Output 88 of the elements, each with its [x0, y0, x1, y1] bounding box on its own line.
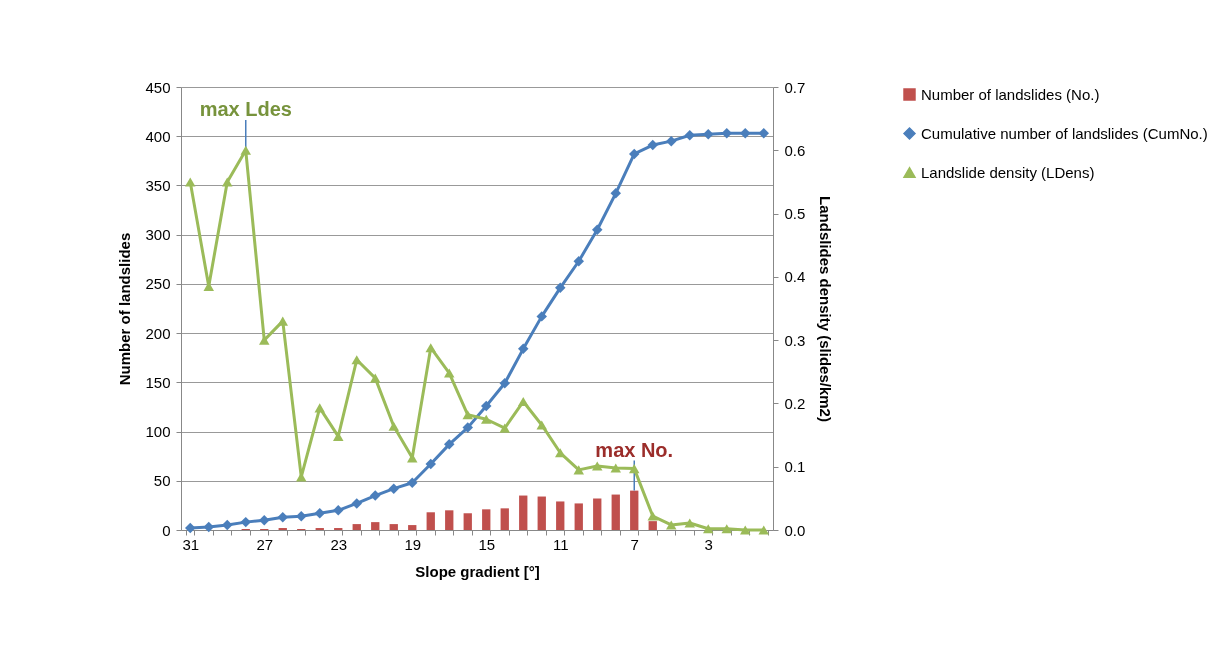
point [425, 343, 436, 353]
point [203, 521, 214, 533]
point [610, 463, 621, 473]
point [592, 224, 603, 235]
annotation: max Ldes [199, 98, 292, 120]
x-tick-label: 27 [256, 535, 274, 553]
legend-label: Cumulative number of landslides (CumNo.) [921, 124, 1208, 142]
point [351, 498, 362, 509]
y-tick-label: 450 [145, 78, 171, 96]
point [721, 128, 732, 139]
point [684, 129, 695, 141]
point [444, 439, 455, 450]
point [296, 510, 307, 522]
point [240, 516, 251, 528]
y-tick-label: 400 [145, 127, 171, 145]
y2-axis-title: Landslides density (slides/km2) [817, 196, 835, 422]
point [536, 311, 547, 322]
point [333, 505, 344, 516]
point [592, 461, 603, 471]
annotation: max No. [595, 438, 674, 461]
point [573, 465, 584, 475]
x-axis-title: Slope gradient [°] [415, 562, 540, 580]
point [370, 490, 381, 501]
y2-tick-label: 0.7 [784, 78, 806, 96]
legend-label: Number of landslides (No.) [921, 85, 1100, 103]
point [425, 458, 436, 470]
y2-tick-label: 0.6 [784, 141, 806, 159]
y2-tick-label: 0.1 [784, 458, 806, 476]
point [573, 256, 584, 267]
point [277, 316, 288, 326]
point [684, 518, 695, 528]
point [610, 188, 621, 199]
point [314, 403, 325, 413]
point [481, 400, 492, 412]
y-tick-label: 200 [145, 324, 171, 342]
y-tick-label: 50 [153, 472, 171, 490]
y-tick-label: 150 [145, 373, 171, 391]
y-tick-label: 0 [162, 521, 171, 539]
point [499, 378, 510, 389]
point [518, 396, 529, 407]
point [277, 511, 288, 523]
y2-tick-label: 0.3 [784, 331, 806, 349]
point [462, 422, 473, 433]
point [462, 410, 473, 420]
point [518, 343, 529, 355]
point [740, 525, 751, 535]
point [629, 148, 640, 160]
y2-tick-label: 0.5 [784, 205, 806, 223]
y-axis-title: Number of landslides [116, 232, 134, 386]
point [388, 483, 399, 494]
y-tick-label: 250 [145, 275, 171, 293]
y-tick-label: 100 [145, 423, 171, 441]
point [758, 525, 769, 535]
point [647, 139, 658, 151]
point [629, 464, 640, 474]
x-tick-label: 15 [478, 535, 496, 553]
x-tick-label: 7 [630, 535, 639, 553]
point [185, 522, 196, 534]
point [703, 129, 714, 140]
y2-tick-label: 0.4 [784, 268, 806, 286]
point [444, 368, 455, 378]
y2-tick-label: 0.0 [784, 521, 806, 539]
y-tick-label: 350 [145, 176, 171, 194]
point [370, 373, 381, 383]
point [555, 282, 566, 294]
x-tick-label: 31 [182, 535, 200, 553]
x-tick-label: 23 [330, 535, 348, 553]
point [240, 145, 251, 155]
point [314, 508, 325, 519]
point [407, 477, 418, 488]
x-tick-label: 3 [704, 535, 713, 553]
point [499, 423, 510, 433]
point [666, 135, 677, 147]
point [388, 421, 399, 431]
y2-tick-label: 0.2 [784, 394, 806, 412]
x-tick-label: 19 [404, 535, 422, 553]
point [351, 355, 362, 365]
point [740, 128, 751, 139]
point [259, 514, 270, 526]
point [481, 414, 492, 424]
x-tick-label: 11 [552, 535, 569, 553]
point [721, 524, 732, 534]
point [647, 511, 658, 521]
point [703, 524, 714, 534]
point [758, 128, 769, 139]
legend-label: Landslide density (LDens) [921, 163, 1095, 181]
y-tick-label: 300 [145, 226, 171, 244]
point [222, 519, 233, 531]
